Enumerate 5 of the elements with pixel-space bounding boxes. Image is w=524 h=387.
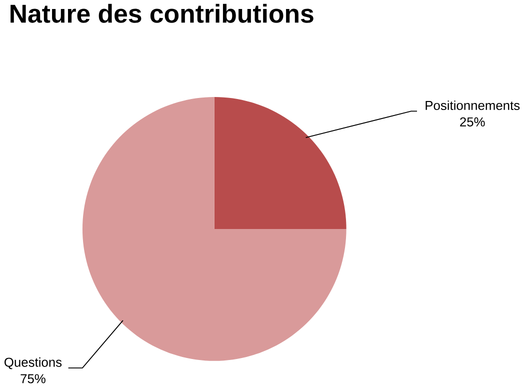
data-label: 25% xyxy=(460,117,485,126)
chart-title: Nature des contributions xyxy=(10,4,314,23)
slice-label: Positionnements xyxy=(426,100,520,110)
data-label: 75% xyxy=(20,374,46,384)
slice-label: Questions xyxy=(4,357,62,370)
